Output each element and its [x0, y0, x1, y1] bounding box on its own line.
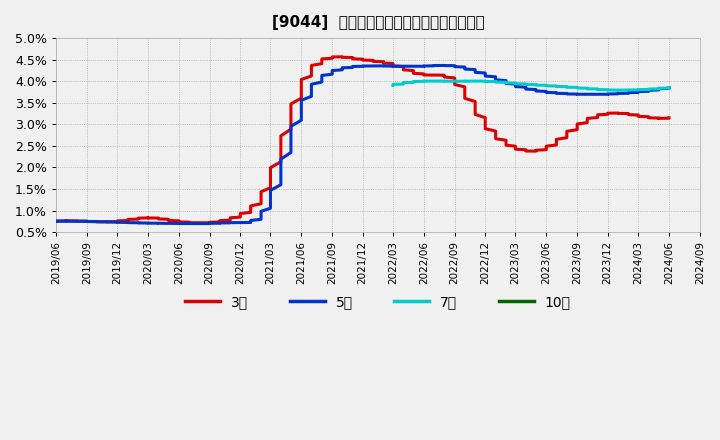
- Legend: 3年, 5年, 7年, 10年: 3年, 5年, 7年, 10年: [179, 289, 577, 315]
- Title: [9044]  経常利益マージンの標準偏差の推移: [9044] 経常利益マージンの標準偏差の推移: [271, 15, 485, 30]
